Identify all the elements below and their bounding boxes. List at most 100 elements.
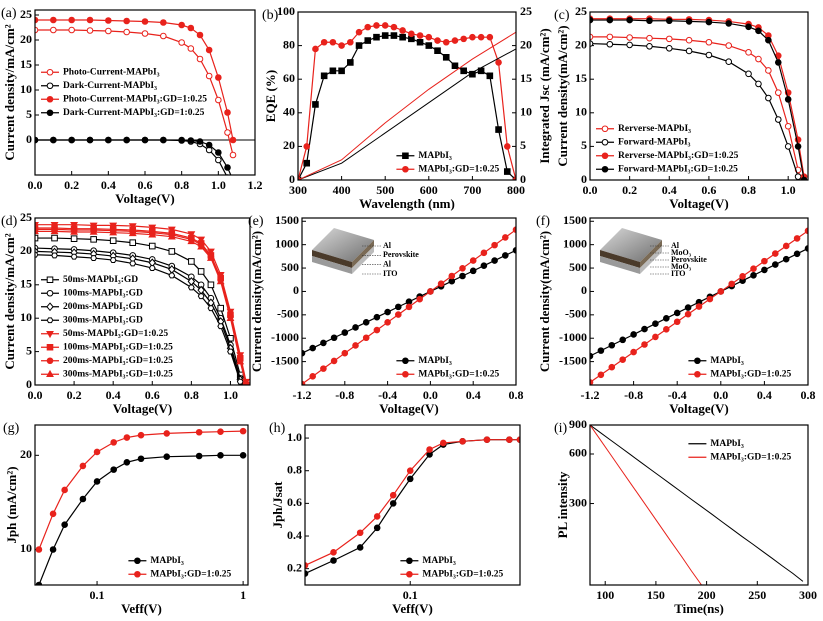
marker <box>601 152 609 160</box>
marker <box>224 129 231 136</box>
legend-label: Rerverse-MAPbI₃ <box>618 124 691 134</box>
x-tick-label: 0.8 <box>174 178 189 192</box>
marker <box>745 23 752 31</box>
plot-area <box>590 227 808 385</box>
marker <box>341 349 349 357</box>
legend-label: MAPbI₃ <box>710 356 744 366</box>
y-axis-label: Jph (mA/cm²) <box>4 466 19 543</box>
marker <box>739 272 746 280</box>
marker <box>123 136 130 144</box>
x-tick-label: 250 <box>748 588 766 602</box>
plot-area <box>305 436 520 577</box>
marker <box>782 242 790 250</box>
marker <box>309 373 317 380</box>
x-tick-label: 0.0 <box>583 183 598 197</box>
marker <box>330 357 338 365</box>
marker <box>765 36 772 44</box>
legend-label: MAPbI₃:GD=1:0.25 <box>418 369 499 379</box>
panel-label: (a) <box>1 6 17 21</box>
marker <box>503 168 511 175</box>
marker <box>46 68 54 76</box>
marker <box>774 89 782 96</box>
x-axis-label: Voltage(V) <box>379 401 438 416</box>
marker <box>750 272 757 279</box>
y-tick-label: 20 <box>575 37 587 51</box>
marker <box>755 27 762 35</box>
marker <box>601 165 609 173</box>
marker <box>320 339 327 347</box>
marker <box>309 344 317 352</box>
marker <box>187 284 195 291</box>
legend-label: Rerverse-MAPbI₃:GD=1:0.25 <box>618 151 739 161</box>
marker <box>207 281 215 289</box>
marker <box>626 41 633 49</box>
marker <box>491 257 498 264</box>
panel-label: (b) <box>262 8 279 23</box>
marker <box>619 356 627 363</box>
y-tick-label: 0 <box>26 132 32 146</box>
x-tick-label: 0.8 <box>801 388 816 402</box>
marker <box>362 319 370 326</box>
inset-label: ITO <box>383 269 398 278</box>
marker <box>460 67 467 75</box>
plot-area <box>302 226 516 385</box>
inset-layer <box>600 228 662 262</box>
plot-frame <box>304 424 521 586</box>
inset-layer <box>600 256 640 274</box>
marker <box>148 242 156 250</box>
marker <box>395 303 402 311</box>
marker <box>706 295 714 303</box>
marker <box>389 500 397 507</box>
plot-frame <box>589 217 809 386</box>
marker <box>663 315 670 322</box>
marker <box>187 231 196 239</box>
marker <box>402 357 409 365</box>
marker <box>684 310 692 318</box>
x-tick-label: -0.4 <box>378 388 397 402</box>
x-tick-label: -0.8 <box>335 388 354 402</box>
marker <box>502 234 509 241</box>
marker <box>619 336 627 344</box>
marker <box>608 363 616 371</box>
y-tick-label: 0.6 <box>287 495 302 509</box>
marker <box>381 32 389 39</box>
y-tick-label: 10 <box>575 105 587 119</box>
marker <box>46 343 54 351</box>
marker <box>178 39 185 46</box>
x-tick-label: 0.1 <box>403 588 418 602</box>
panel-label: (d) <box>1 214 18 229</box>
marker <box>110 466 117 473</box>
marker <box>426 446 433 453</box>
marker <box>717 288 725 295</box>
y-tick-label: -1500 <box>271 353 299 367</box>
y-tick-label: 0 <box>581 283 587 297</box>
y-tick-label: 15 <box>575 71 587 85</box>
marker <box>597 347 605 354</box>
marker <box>206 248 215 256</box>
plot-frame <box>34 9 256 176</box>
marker <box>665 17 673 25</box>
marker <box>50 226 59 235</box>
y-tick-label: 5 <box>26 107 32 121</box>
marker <box>187 137 195 144</box>
marker <box>49 546 57 553</box>
x-tick-label: 0.2 <box>67 388 82 402</box>
marker <box>141 30 149 37</box>
x-tick-label: 700 <box>463 183 481 197</box>
marker <box>389 491 397 499</box>
marker <box>46 317 54 324</box>
marker <box>50 26 57 34</box>
marker <box>641 325 648 333</box>
marker <box>338 67 345 75</box>
legend-label: MAPbI₃:GD=1:0.25 <box>710 452 791 462</box>
legend-label: Dark-Current-MAPbI₃:GD=1:0.25 <box>63 108 205 118</box>
marker <box>134 570 141 578</box>
marker <box>439 439 447 447</box>
x-tick-label: 0.4 <box>101 178 116 192</box>
marker <box>90 236 97 243</box>
marker <box>390 23 398 31</box>
marker <box>160 32 167 40</box>
legend-label: MAPbI₃:GD=1:0.25 <box>418 164 499 174</box>
marker <box>105 27 112 35</box>
